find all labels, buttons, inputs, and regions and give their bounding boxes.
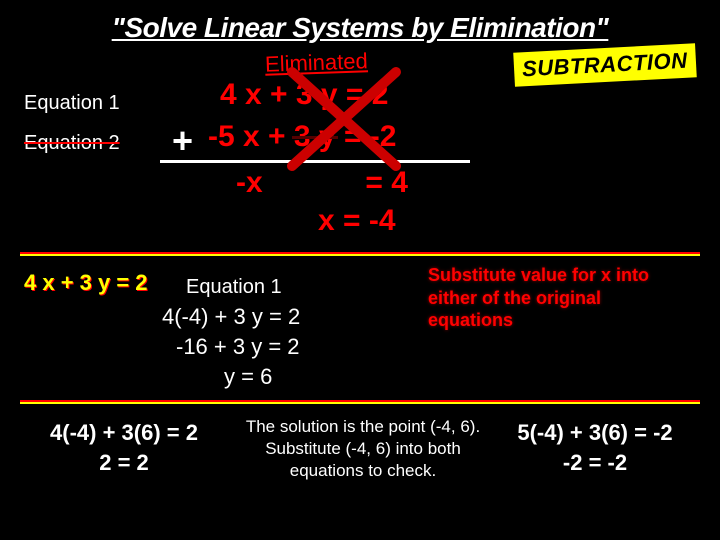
equation-1: 4 x + 3 y = 2 (220, 78, 388, 112)
check-mid-2: Substitute (-4, 6) into both equations t… (232, 438, 494, 482)
plus-sign: + (172, 120, 193, 162)
check-left-2: 2 = 2 (24, 448, 224, 478)
substitution-instruction: Substitute value for x into either of th… (428, 264, 688, 332)
check-right-2: -2 = -2 (490, 448, 700, 478)
check-right: 5(-4) + 3(6) = -2 -2 = -2 (490, 418, 700, 477)
eq2-tail: = -2 (336, 120, 397, 153)
equation-underline (160, 160, 470, 163)
substitution-step-1: 4(-4) + 3 y = 2 (162, 304, 300, 330)
page-title: "Solve Linear Systems by Elimination" (0, 0, 720, 44)
result-line-1: -x = 4 (236, 166, 408, 200)
check-left: 4(-4) + 3(6) = 2 2 = 2 (24, 418, 224, 477)
substitution-label: Equation 1 (186, 276, 282, 299)
check-right-1: 5(-4) + 3(6) = -2 (490, 418, 700, 448)
subtraction-badge: SUBTRACTION (514, 43, 697, 86)
section-divider-2 (20, 400, 700, 404)
eliminated-label: Eliminated (265, 48, 369, 78)
check-left-1: 4(-4) + 3(6) = 2 (24, 418, 224, 448)
section-divider-1 (20, 252, 700, 256)
check-mid-1: The solution is the point (-4, 6). (232, 416, 494, 438)
result-eq4: = 4 (365, 166, 408, 199)
equation-2-label: Equation 2 (24, 132, 120, 155)
substitution-step-2: -16 + 3 y = 2 (176, 334, 300, 360)
eq2-eliminated-term: 3 y (294, 120, 336, 153)
result-line-2: x = -4 (318, 204, 396, 238)
equation-1-label: Equation 1 (24, 92, 120, 115)
result-neg-x: -x (236, 166, 263, 199)
equation-2: -5 x + 3 y = -2 (208, 120, 396, 154)
substitution-step-3: y = 6 (224, 364, 272, 390)
picked-equation: 4 x + 3 y = 2 (24, 270, 148, 296)
check-instruction: The solution is the point (-4, 6). Subst… (232, 416, 494, 482)
eq2-lead: -5 x + (208, 120, 294, 153)
